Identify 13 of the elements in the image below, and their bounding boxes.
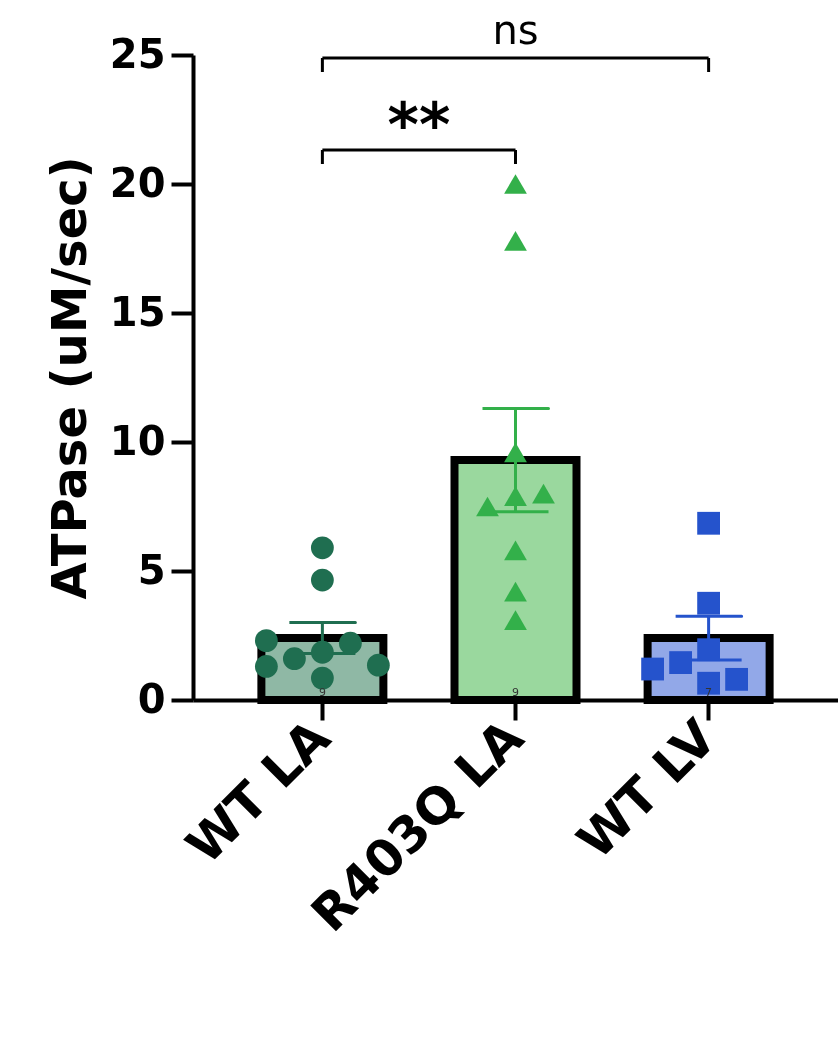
- annotation: 9: [318, 686, 326, 699]
- y-axis-title: ATPase (uM/sec): [40, 156, 97, 600]
- x-tick-label: WT LV: [566, 708, 728, 871]
- y-tick-label: 25: [109, 30, 166, 77]
- y-tick-label: 0: [137, 675, 166, 722]
- y-tick-label: 20: [109, 159, 166, 206]
- y-tick-label: 5: [137, 546, 166, 593]
- annotation: **: [387, 90, 451, 160]
- y-tick-label: 10: [109, 417, 166, 464]
- annotation: 9: [512, 686, 519, 699]
- annotation: 7: [705, 686, 713, 699]
- y-tick-label: 15: [109, 288, 166, 335]
- text: ns: [492, 7, 539, 53]
